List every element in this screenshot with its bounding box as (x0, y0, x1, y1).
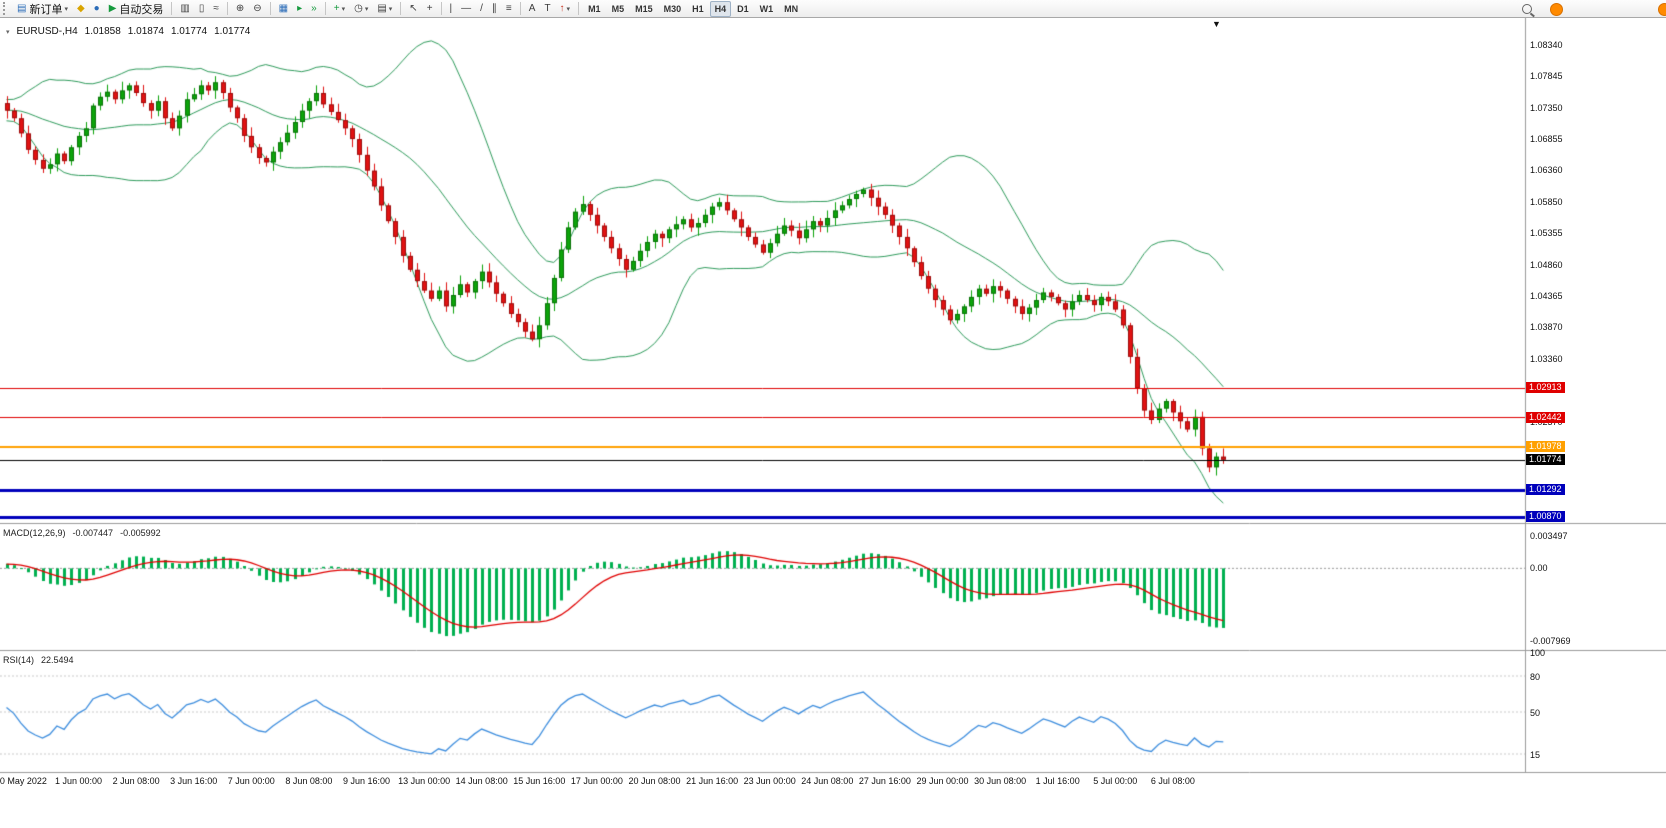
profiles-button[interactable]: ◆ (73, 1, 89, 17)
channel-button[interactable]: ∥ (488, 1, 501, 17)
timeframe-h4[interactable]: H4 (709, 0, 732, 17)
toolbar-separator (519, 2, 521, 15)
timeframe-m1[interactable]: M1 (583, 1, 606, 17)
toolbar-separator (269, 2, 271, 15)
crosshair-icon: + (426, 2, 433, 14)
auto-trading-play-icon: ▶ (108, 2, 117, 14)
vertical-line-button[interactable]: | (446, 1, 457, 17)
toolbar-separator (440, 2, 442, 15)
auto-trading-label: 自动交易 (119, 3, 164, 16)
market-watch-icon: ● (93, 2, 100, 14)
chevron-down-icon: ▾ (364, 5, 369, 13)
toolbar-separator (171, 2, 173, 15)
text-label-button[interactable]: T (540, 1, 554, 17)
timeframe-h1[interactable]: H1 (687, 1, 709, 17)
text-label-icon: T (544, 2, 551, 14)
notification-badge[interactable] (1658, 3, 1666, 16)
toolbar-separator (400, 2, 402, 15)
horizontal-line-button[interactable]: — (457, 1, 475, 17)
timeframe-mn[interactable]: MN (779, 1, 803, 17)
toolbar-separator (324, 2, 326, 15)
chart-shift-button[interactable]: » (307, 1, 321, 17)
arrows-button[interactable]: ↑ ▾ (556, 1, 575, 17)
auto-scroll-icon: ▸ (297, 2, 303, 14)
profiles-icon: ◆ (76, 2, 85, 14)
tile-windows-icon: ▦ (278, 2, 289, 14)
toolbar-grip[interactable] (3, 2, 9, 15)
channel-icon: ∥ (491, 2, 497, 14)
auto-scroll-button[interactable]: ▸ (293, 1, 306, 17)
add-indicator-icon: + (333, 2, 340, 14)
notification-icon[interactable] (1550, 3, 1563, 16)
chevron-down-icon: ▾ (566, 5, 571, 13)
line-chart-icon: ≈ (213, 2, 219, 14)
timeframe-m5[interactable]: M5 (607, 1, 630, 17)
fibonacci-button[interactable]: ≡ (502, 1, 516, 17)
tile-windows-button[interactable]: ▦ (275, 1, 292, 17)
zoom-out-button[interactable]: ⊖ (249, 1, 265, 17)
new-order-icon: ▤ (17, 2, 27, 14)
text-button[interactable]: A (525, 1, 540, 17)
templates-button[interactable]: ▤ ▾ (373, 1, 396, 17)
horizontal-line-icon: — (461, 2, 472, 14)
timeframe-m30[interactable]: M30 (659, 1, 687, 17)
text-icon: A (528, 2, 536, 14)
vertical-line-icon: | (449, 2, 453, 14)
zoom-in-button[interactable]: ⊕ (232, 1, 248, 17)
timeframe-d1[interactable]: D1 (732, 1, 754, 17)
timeframe-w1[interactable]: W1 (755, 1, 779, 17)
cursor-icon: ↖ (409, 2, 418, 14)
template-icon: ▤ (377, 2, 387, 14)
market-watch-button[interactable]: ● (90, 1, 104, 17)
candlestick-chart-icon: ▯ (198, 2, 205, 14)
trendline-icon: / (480, 2, 483, 14)
clock-icon: ◷ (354, 2, 363, 14)
indicators-button[interactable]: + ▾ (330, 1, 349, 17)
new-order-label: 新订单 (29, 3, 63, 16)
toolbar-separator (578, 2, 580, 15)
crosshair-button[interactable]: + (423, 1, 437, 17)
bar-chart-button[interactable]: ▥ (176, 1, 193, 17)
line-chart-button[interactable]: ≈ (209, 1, 223, 17)
bar-chart-icon: ▥ (180, 2, 190, 14)
chevron-down-icon: ▾ (341, 5, 346, 13)
fibonacci-icon: ≡ (505, 2, 512, 14)
toolbar-separator (226, 2, 228, 15)
trendline-button[interactable]: / (476, 1, 487, 17)
chevron-down-icon: ▾ (388, 5, 393, 13)
chart-window: ▾ EURUSD-,H4 1.01858 1.01874 1.01774 1.0… (0, 18, 1666, 828)
cursor-button[interactable]: ↖ (405, 1, 421, 17)
zoom-in-icon: ⊕ (235, 2, 245, 14)
auto-trading-button[interactable]: ▶ 自动交易 (105, 1, 168, 17)
periods-button[interactable]: ◷ ▾ (350, 1, 372, 17)
chart-shift-icon: » (311, 2, 317, 14)
new-order-button[interactable]: ▤ 新订单 ▾ (13, 1, 72, 17)
main-toolbar: ▤ 新订单 ▾ ◆ ● ▶ 自动交易 ▥ ▯ ≈ ⊕ ⊖ ▦ ▸ » + ▾ (0, 0, 1666, 18)
candlestick-chart-button[interactable]: ▯ (195, 1, 209, 17)
timeframe-m15[interactable]: M15 (630, 1, 658, 17)
zoom-out-icon: ⊖ (253, 2, 262, 14)
search-icon[interactable] (1522, 4, 1532, 14)
arrow-icon: ↑ (559, 2, 565, 14)
chevron-down-icon: ▾ (64, 5, 68, 13)
price-chart-canvas[interactable] (0, 18, 1666, 828)
